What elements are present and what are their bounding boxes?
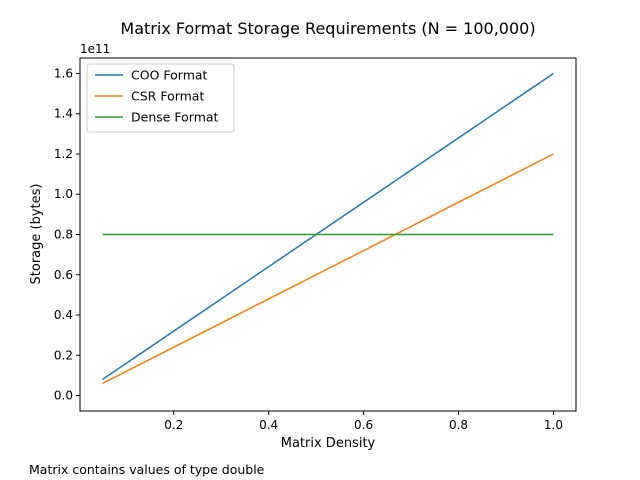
legend-label-2: Dense Format bbox=[131, 110, 219, 125]
legend: COO Format CSR Format Dense Format bbox=[86, 63, 235, 133]
legend-label-0: COO Format bbox=[131, 68, 208, 83]
chart-title: Matrix Format Storage Requirements (N = … bbox=[120, 19, 535, 38]
series-layer bbox=[102, 72, 554, 385]
y-tick-label: 0.4 bbox=[54, 308, 73, 322]
x-tick-label: 0.4 bbox=[259, 418, 278, 432]
legend-label-1: CSR Format bbox=[131, 89, 204, 104]
y-tick-label: 0.0 bbox=[54, 389, 73, 403]
x-axis-label: Matrix Density bbox=[281, 436, 376, 451]
x-tick-label: 1.0 bbox=[544, 418, 563, 432]
series-line-1 bbox=[102, 153, 554, 385]
y-axis-label: Storage (bytes) bbox=[29, 184, 44, 285]
x-tick-label: 0.6 bbox=[354, 418, 373, 432]
y-tick-label: 0.6 bbox=[54, 268, 73, 282]
y-tick-label: 1.0 bbox=[54, 187, 73, 201]
x-tick-label: 0.2 bbox=[164, 418, 183, 432]
y-tick-label: 1.4 bbox=[54, 107, 73, 121]
footnote: Matrix contains values of type double bbox=[29, 462, 265, 477]
legend-box bbox=[86, 63, 235, 133]
y-offset-label: 1e11 bbox=[80, 42, 110, 56]
y-tick-label: 1.6 bbox=[54, 66, 73, 80]
y-axis: 0.0 0.2 0.4 0.6 0.8 1.0 1.2 1.4 1.6 bbox=[54, 66, 80, 403]
x-axis: 0.2 0.4 0.6 0.8 1.0 bbox=[164, 411, 563, 432]
series-line-0 bbox=[102, 72, 554, 381]
x-tick-label: 0.8 bbox=[449, 418, 468, 432]
y-tick-label: 1.2 bbox=[54, 147, 73, 161]
y-tick-label: 0.8 bbox=[54, 228, 73, 242]
y-tick-label: 0.2 bbox=[54, 348, 73, 362]
